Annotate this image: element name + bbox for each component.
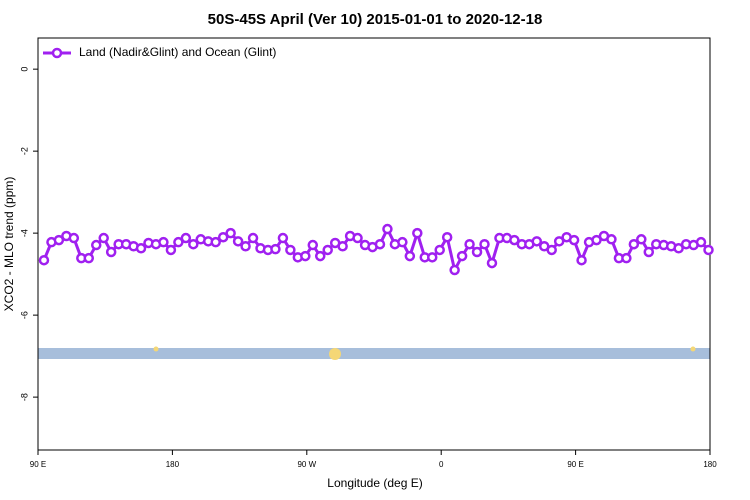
data-point bbox=[441, 231, 453, 243]
data-point bbox=[374, 238, 386, 250]
y-tick-label: -6 bbox=[19, 311, 29, 319]
data-point bbox=[307, 239, 319, 251]
plot-frame bbox=[37, 37, 711, 451]
data-point bbox=[426, 252, 438, 263]
data-point bbox=[509, 234, 520, 246]
data-point bbox=[173, 236, 184, 248]
x-tick-label: 0 bbox=[439, 460, 444, 469]
data-point bbox=[553, 236, 565, 247]
data-point bbox=[449, 264, 460, 276]
data-point bbox=[434, 244, 445, 256]
data-point bbox=[606, 234, 617, 245]
data-point bbox=[703, 244, 714, 256]
data-point bbox=[471, 246, 483, 258]
y-axis-label: XCO2 - MLO trend (ppm) bbox=[2, 177, 16, 312]
data-point bbox=[591, 234, 602, 246]
data-point bbox=[546, 244, 557, 256]
data-point bbox=[217, 231, 229, 243]
data-point bbox=[105, 246, 117, 258]
data-point bbox=[621, 252, 632, 264]
data-point bbox=[98, 232, 109, 244]
data-point bbox=[135, 243, 147, 254]
x-tick-label: 90 E bbox=[30, 460, 46, 469]
data-point bbox=[576, 254, 587, 266]
data-point bbox=[158, 236, 169, 248]
map-strip bbox=[38, 346, 710, 360]
y-tick-label: -2 bbox=[19, 147, 29, 155]
data-point bbox=[83, 252, 95, 264]
marker-dot bbox=[153, 346, 159, 352]
data-point bbox=[225, 227, 236, 239]
y-tick-label: 0 bbox=[19, 67, 29, 72]
data-point bbox=[636, 234, 647, 245]
data-point bbox=[322, 244, 333, 256]
data-point bbox=[300, 250, 311, 262]
data-point bbox=[270, 243, 281, 255]
data-point bbox=[382, 223, 393, 235]
data-point bbox=[643, 246, 655, 258]
data-point bbox=[165, 244, 177, 256]
legend-marker bbox=[51, 47, 63, 59]
data-point bbox=[464, 238, 475, 250]
data-point bbox=[479, 238, 490, 250]
data-point bbox=[531, 236, 543, 247]
data-point bbox=[695, 236, 707, 248]
legend-label: Land (Nadir&Glint) and Ocean (Glint) bbox=[79, 45, 276, 59]
data-point bbox=[232, 236, 244, 247]
data-point bbox=[38, 254, 50, 266]
data-point bbox=[210, 236, 221, 248]
marker-dot bbox=[690, 346, 696, 352]
data-point bbox=[673, 243, 684, 254]
x-tick-label: 180 bbox=[166, 460, 180, 469]
data-point bbox=[90, 239, 102, 251]
data-point bbox=[285, 244, 296, 256]
data-point bbox=[412, 227, 423, 239]
data-point bbox=[68, 232, 80, 244]
data-point bbox=[404, 250, 416, 262]
data-point bbox=[337, 241, 348, 252]
marker-dot bbox=[329, 348, 341, 360]
y-tick-label: -4 bbox=[19, 229, 29, 237]
data-point bbox=[53, 234, 65, 246]
data-point bbox=[568, 234, 580, 246]
y-tick-label: -8 bbox=[19, 393, 29, 401]
x-axis-label: Longitude (deg E) bbox=[327, 476, 422, 490]
land-ocean-band bbox=[38, 348, 710, 359]
data-point bbox=[277, 232, 289, 244]
data-point bbox=[456, 250, 468, 262]
data-point bbox=[397, 236, 408, 248]
chart-title: 50S-45S April (Ver 10) 2015-01-01 to 202… bbox=[208, 11, 543, 28]
data-point bbox=[628, 238, 640, 250]
data-point bbox=[240, 241, 251, 252]
data-point bbox=[247, 232, 259, 244]
x-tick-label: 180 bbox=[703, 460, 717, 469]
data-point bbox=[314, 250, 326, 262]
x-tick-label: 90 W bbox=[297, 460, 316, 469]
data-point bbox=[180, 232, 192, 244]
data-point bbox=[486, 257, 498, 269]
data-point bbox=[188, 238, 199, 250]
x-tick-label: 90 E bbox=[567, 460, 583, 469]
data-point bbox=[352, 232, 363, 244]
